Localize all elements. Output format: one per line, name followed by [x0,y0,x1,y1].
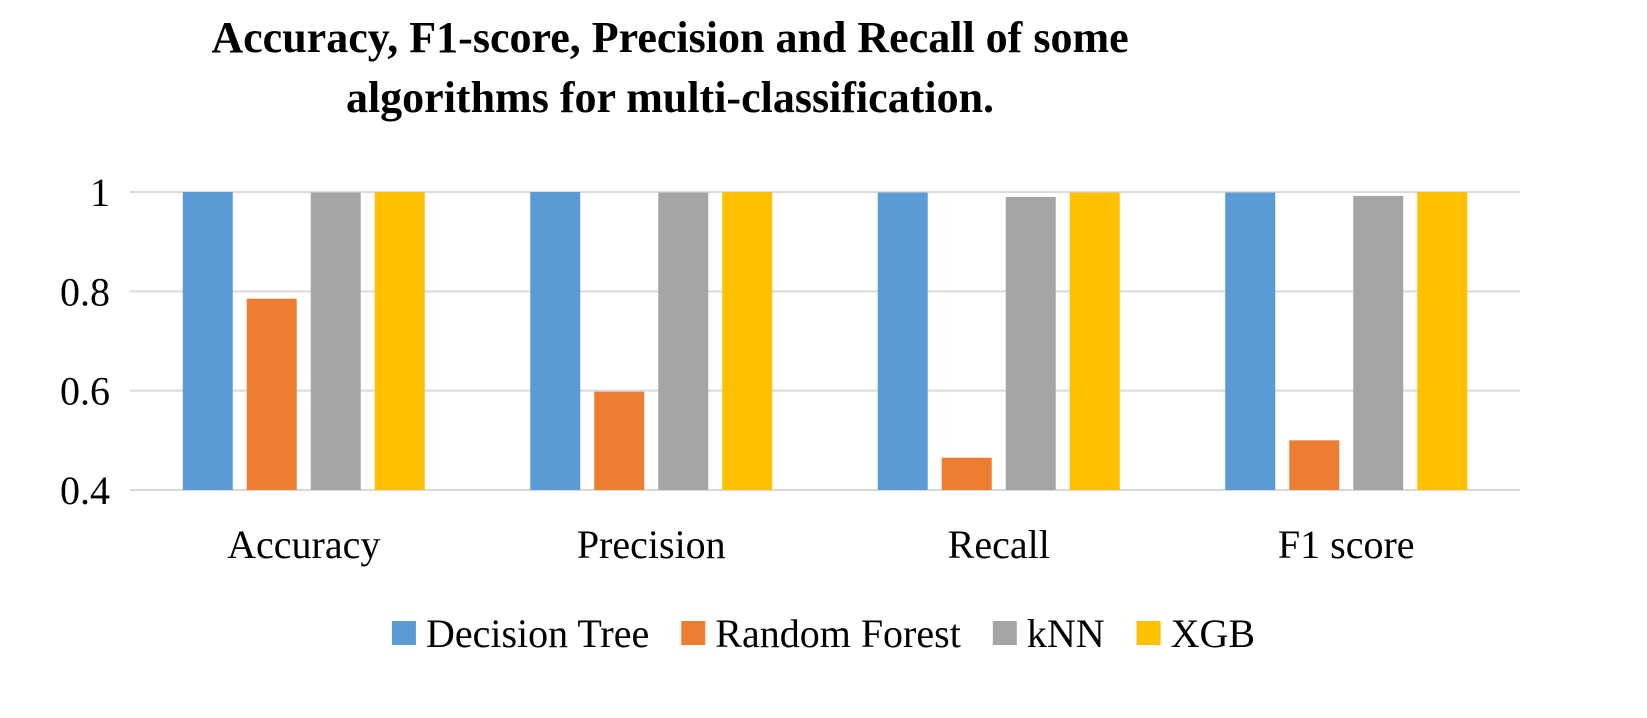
x-category-label: Precision [577,522,726,567]
bar-xgb-f1-score [1417,192,1468,490]
legend-label-xgb: XGB [1171,611,1255,656]
bar-random-forest-precision [594,391,645,490]
legend-label-random-forest: Random Forest [715,611,961,656]
legend-label-decision-tree: Decision Tree [426,611,649,656]
legend-swatch-knn [992,621,1017,645]
y-tick-label: 0.8 [60,269,110,314]
bar-decision-tree-accuracy [182,192,233,490]
legend-swatch-random-forest [681,621,706,645]
y-axis-tick-labels: 0.4 0.6 0.8 1 [60,170,110,513]
y-tick-label: 0.4 [60,468,110,513]
legend-swatch-decision-tree [391,621,416,645]
x-category-label: Accuracy [227,522,380,567]
bar-random-forest-accuracy [246,298,297,490]
bar-knn-recall [1005,196,1056,490]
gridlines [130,191,1520,491]
legend-label-knn: kNN [1027,611,1105,656]
bar-decision-tree-f1-score [1225,192,1276,490]
x-category-label: F1 score [1278,522,1415,567]
bar-knn-precision [658,192,709,490]
bar-xgb-accuracy [374,192,425,490]
bar-knn-accuracy [310,192,361,490]
bar-random-forest-f1-score [1289,440,1340,490]
bars [182,192,1468,490]
x-axis-category-labels: Accuracy Precision Recall F1 score [227,522,1414,567]
x-category-label: Recall [948,522,1050,567]
bar-knn-f1-score [1353,195,1404,490]
legend: Decision Tree Random Forest kNN XGB [391,611,1255,656]
bar-decision-tree-precision [530,192,581,490]
bar-decision-tree-recall [877,192,928,490]
chart-title: Accuracy, F1-score, Precision and Recall… [211,13,1129,122]
y-tick-label: 1 [90,170,110,215]
y-tick-label: 0.6 [60,369,110,414]
bar-random-forest-recall [941,457,992,490]
bar-xgb-precision [722,192,773,490]
bar-xgb-recall [1069,192,1120,490]
legend-swatch-xgb [1136,621,1161,645]
